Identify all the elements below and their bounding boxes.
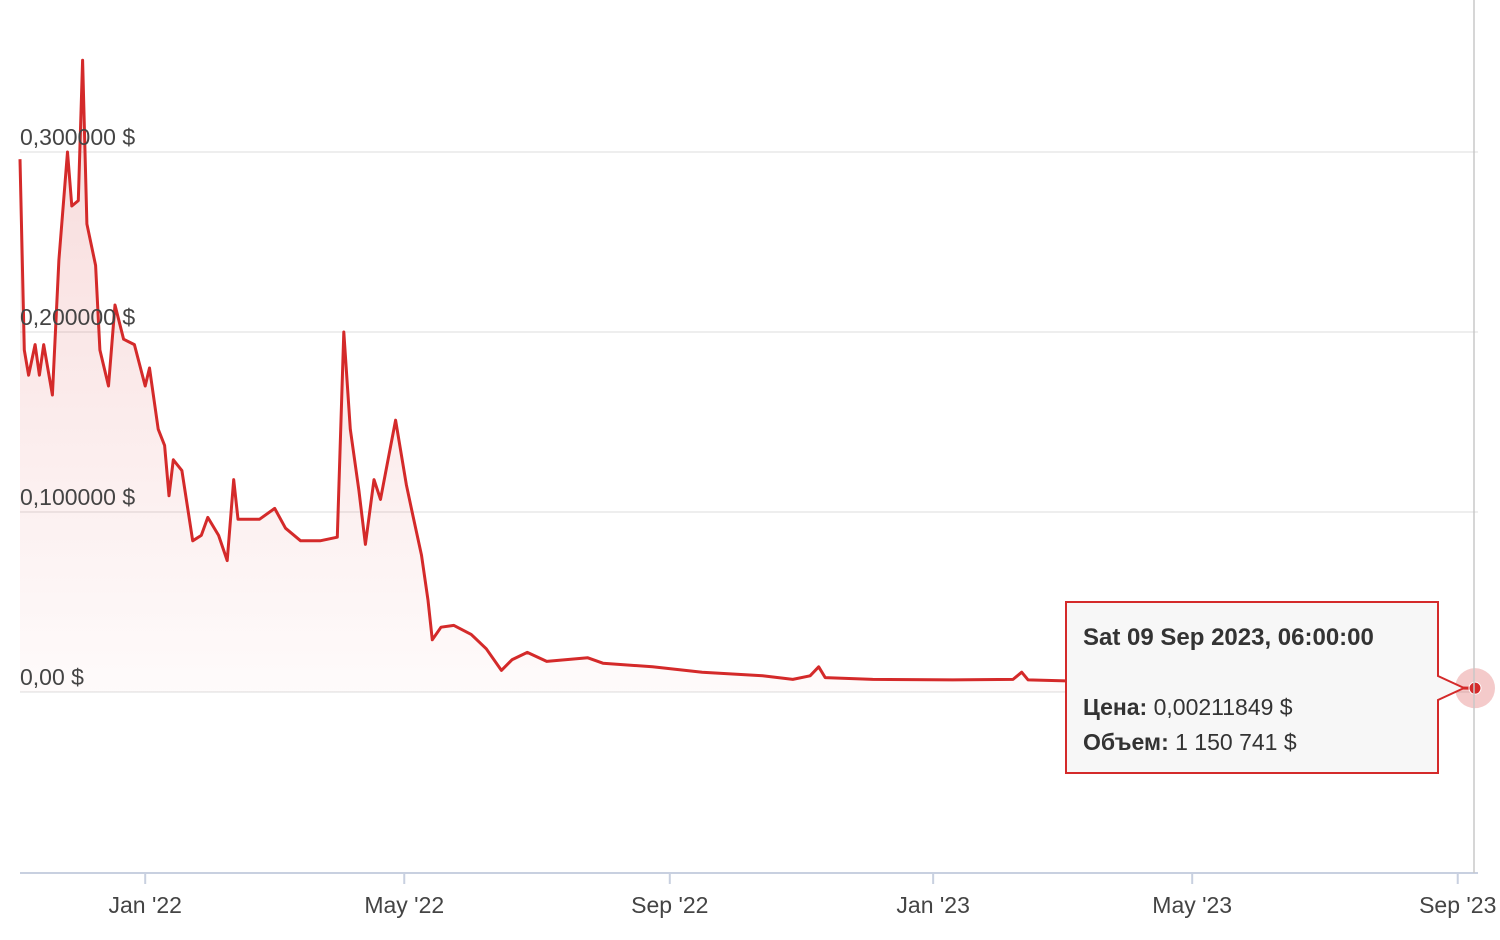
y-tick-label: 0,100000 $ (20, 484, 135, 510)
y-tick-label: 0,200000 $ (20, 304, 135, 330)
x-tick-label: May '22 (364, 892, 444, 918)
x-tick-label: Jan '22 (108, 892, 181, 918)
y-tick-label: 0,00 $ (20, 664, 84, 690)
axis-layer: 0,00 $ 0,100000 $ 0,200000 $ 0,300000 $ Jan … (20, 124, 1496, 918)
tooltip-volume: Объем: 1 150 741 $ (1083, 729, 1297, 755)
tooltip-price-value: 0,00211849 $ (1154, 694, 1293, 720)
price-line (18, 58, 1476, 690)
y-tick-label: 0,300000 $ (20, 124, 135, 150)
tooltip-price: Цена: 0,00211849 $ (1083, 694, 1293, 720)
tooltip-price-label: Цена: (1083, 694, 1147, 720)
plot-layer (18, 58, 1495, 709)
x-tick-label: Sep '23 (1419, 892, 1496, 918)
x-tick-label: Jan '23 (896, 892, 969, 918)
tooltip-date: Sat 09 Sep 2023, 06:00:00 (1083, 624, 1374, 651)
tooltip-box (1065, 601, 1467, 774)
hover-point (1468, 681, 1482, 695)
tooltip: Sat 09 Sep 2023, 06:00:00 Цена: 0,002118… (1065, 601, 1467, 774)
tooltip-volume-value: 1 150 741 $ (1175, 729, 1297, 755)
x-tick-label: May '23 (1152, 892, 1232, 918)
price-area (20, 60, 1475, 692)
tooltip-volume-label: Объем: (1083, 729, 1169, 755)
x-tick-label: Sep '22 (631, 892, 708, 918)
